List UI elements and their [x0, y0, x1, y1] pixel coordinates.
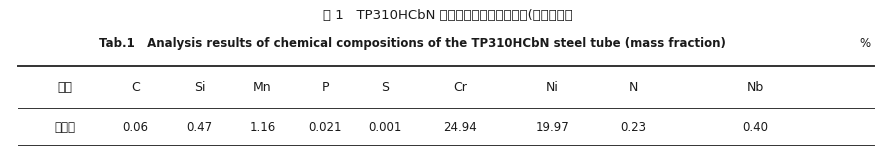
Text: 实测值: 实测值 — [55, 121, 75, 134]
Text: 0.06: 0.06 — [123, 121, 149, 134]
Text: Ni: Ni — [546, 81, 559, 94]
Text: C: C — [132, 81, 140, 94]
Text: S: S — [382, 81, 389, 94]
Text: 0.47: 0.47 — [186, 121, 213, 134]
Text: P: P — [322, 81, 329, 94]
Text: Tab.1   Analysis results of chemical compositions of the TP310HCbN steel tube (m: Tab.1 Analysis results of chemical compo… — [99, 37, 726, 50]
Text: 0.021: 0.021 — [308, 121, 342, 134]
Text: Nb: Nb — [746, 81, 763, 94]
Text: 表 1   TP310HCbN 钢管的化学成分分析结果(质量分数）: 表 1 TP310HCbN 钢管的化学成分分析结果(质量分数） — [323, 9, 573, 22]
Text: 0.001: 0.001 — [368, 121, 402, 134]
Text: %: % — [859, 37, 870, 50]
Text: 0.40: 0.40 — [742, 121, 768, 134]
Text: Si: Si — [194, 81, 205, 94]
Text: 19.97: 19.97 — [536, 121, 569, 134]
Text: N: N — [628, 81, 638, 94]
Text: Cr: Cr — [453, 81, 467, 94]
Text: 0.23: 0.23 — [620, 121, 646, 134]
Text: 项目: 项目 — [57, 81, 73, 94]
Text: Mn: Mn — [254, 81, 271, 94]
Text: 1.16: 1.16 — [249, 121, 276, 134]
Text: 24.94: 24.94 — [444, 121, 477, 134]
